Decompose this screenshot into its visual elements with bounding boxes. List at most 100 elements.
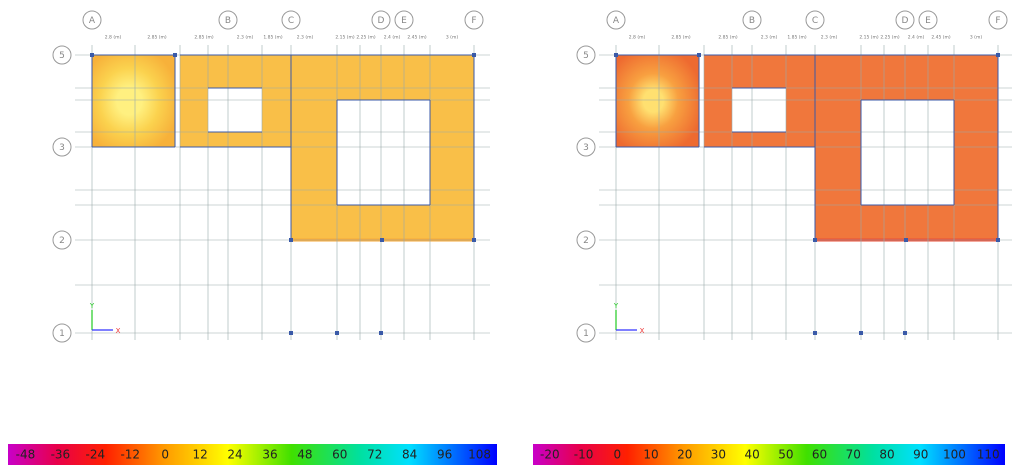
grid-label: A (613, 16, 620, 26)
dimension: 3 (m) (970, 35, 982, 41)
grid-label: C (812, 16, 818, 26)
column (173, 53, 177, 57)
column (904, 238, 908, 242)
dimension: 2.45 (m) (931, 35, 951, 41)
legend-label: -48 (16, 448, 36, 462)
grid-label: 3 (59, 143, 65, 153)
column (859, 331, 863, 335)
slab (92, 55, 175, 147)
grid-label: B (749, 16, 755, 26)
legend-label: 80 (879, 448, 894, 462)
plan-view: A B C D E F 5 3 2 1 2.8 (m) 2.85 (m) 2.85 (m) 2.3 (m)… (577, 11, 1012, 342)
plan-view: A B C D E F 5 3 2 1 2.8 (m) 2.85 (m) 2.85 (m) 2.3 (m)… (53, 11, 490, 342)
legend-label: 60 (812, 448, 827, 462)
dimension: 2.85 (m) (147, 35, 167, 41)
column (289, 331, 293, 335)
legend-label: -36 (51, 448, 71, 462)
legend-label: 12 (192, 448, 207, 462)
dimension: 2.3 (m) (761, 35, 778, 41)
dimension: 1.85 (m) (263, 35, 283, 41)
slab (704, 55, 815, 147)
grid-label: 5 (583, 51, 589, 61)
column (335, 331, 339, 335)
dimension: 1.85 (m) (787, 35, 807, 41)
legend-label: 36 (262, 448, 277, 462)
column (379, 331, 383, 335)
axis-label: X (116, 327, 121, 335)
legend-label: 70 (846, 448, 861, 462)
legend-label: 50 (778, 448, 793, 462)
legend-label: -20 (540, 448, 560, 462)
column (472, 238, 476, 242)
legend-label: 84 (402, 448, 417, 462)
grid-label: D (378, 16, 385, 26)
slab (616, 55, 699, 147)
legend-label: 100 (943, 448, 966, 462)
grid-label: 2 (583, 236, 589, 246)
column (996, 238, 1000, 242)
column (996, 53, 1000, 57)
grid-label: E (925, 16, 931, 26)
legend-label: -10 (574, 448, 594, 462)
dimension: 2.3 (m) (297, 35, 314, 41)
grid-label: D (902, 16, 909, 26)
dimension: 2.85 (m) (194, 35, 214, 41)
dimension: 2.15 (m) (859, 35, 879, 41)
column (903, 331, 907, 335)
dimension: 2.45 (m) (407, 35, 427, 41)
axis-label: Y (613, 302, 619, 310)
legend-label: 10 (643, 448, 658, 462)
dimension: 2.4 (m) (908, 35, 925, 41)
column (614, 53, 618, 57)
legend-label: 0 (161, 448, 169, 462)
grid-label: B (225, 16, 231, 26)
grid-label: F (471, 16, 476, 26)
grid-label: F (995, 16, 1000, 26)
dimension: 2.3 (m) (237, 35, 254, 41)
dimension: 2.15 (m) (335, 35, 355, 41)
legend-label: 40 (745, 448, 760, 462)
column (813, 331, 817, 335)
slab (291, 55, 474, 240)
legend-label: 30 (711, 448, 726, 462)
legend-label: -12 (120, 448, 140, 462)
legend-label: 60 (332, 448, 347, 462)
column (472, 53, 476, 57)
dimension: 2.3 (m) (821, 35, 838, 41)
legend-label: 108 (468, 448, 491, 462)
legend-label: 48 (297, 448, 312, 462)
legend-label: -24 (86, 448, 106, 462)
legend-label: 72 (367, 448, 382, 462)
dimension: 2.85 (m) (718, 35, 738, 41)
grid-label: 2 (59, 236, 65, 246)
grid-label: 1 (583, 329, 589, 339)
legend-label: 90 (913, 448, 928, 462)
grid-label: E (401, 16, 407, 26)
legend-label: 0 (613, 448, 621, 462)
legend-label: 24 (227, 448, 242, 462)
legend-label: 96 (437, 448, 452, 462)
axis-label: X (640, 327, 645, 335)
dimension: 2.8 (m) (629, 35, 646, 41)
legend-bar (8, 444, 497, 465)
grid-label: 1 (59, 329, 65, 339)
legend-bar (533, 444, 1005, 465)
dimension: 2.4 (m) (384, 35, 401, 41)
grid-label: A (89, 16, 96, 26)
dimension: 3 (m) (446, 35, 458, 41)
axis-label: Y (89, 302, 95, 310)
grid-label: 5 (59, 51, 65, 61)
legend-label: 20 (677, 448, 692, 462)
dimension: 2.25 (m) (880, 35, 900, 41)
grid-label: 3 (583, 143, 589, 153)
grid-label: C (288, 16, 294, 26)
column (697, 53, 701, 57)
dimension: 2.8 (m) (105, 35, 122, 41)
legend-label: 110 (977, 448, 1000, 462)
column (90, 53, 94, 57)
column (813, 238, 817, 242)
dimension: 2.25 (m) (356, 35, 376, 41)
column (289, 238, 293, 242)
slab (815, 55, 998, 240)
dimension: 2.85 (m) (671, 35, 691, 41)
